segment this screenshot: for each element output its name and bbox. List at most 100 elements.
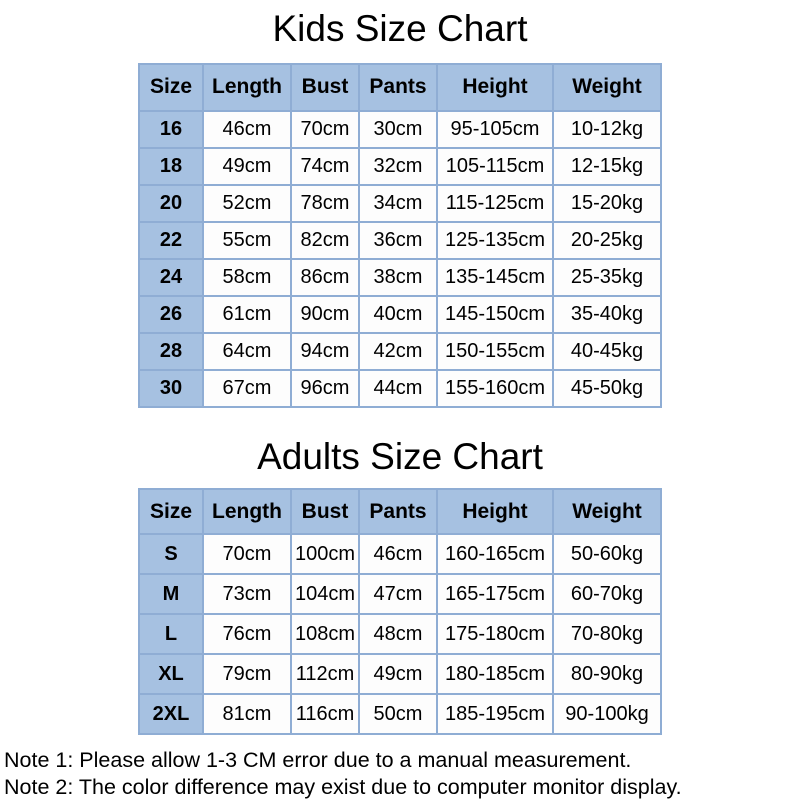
- value-cell: 46cm: [358, 533, 438, 576]
- value-cell: 20-25kg: [552, 220, 662, 260]
- value-cell: 35-40kg: [552, 294, 662, 334]
- note-2: Note 2: The color difference may exist d…: [4, 775, 682, 800]
- value-cell: 50-60kg: [552, 533, 662, 576]
- size-cell: 28: [138, 331, 204, 371]
- table-row: M 73cm 104cm 47cm 165-175cm 60-70kg: [138, 573, 662, 616]
- value-cell: 70cm: [202, 533, 292, 576]
- value-cell: 50cm: [358, 693, 438, 736]
- value-cell: 32cm: [358, 146, 438, 186]
- value-cell: 55cm: [202, 220, 292, 260]
- value-cell: 12-15kg: [552, 146, 662, 186]
- value-cell: 116cm: [290, 693, 360, 736]
- value-cell: 80-90kg: [552, 653, 662, 696]
- column-header-bust: Bust: [290, 488, 360, 536]
- value-cell: 70-80kg: [552, 613, 662, 656]
- value-cell: 64cm: [202, 331, 292, 371]
- value-cell: 86cm: [290, 257, 360, 297]
- column-header-bust: Bust: [290, 62, 360, 112]
- value-cell: 150-155cm: [436, 331, 554, 371]
- value-cell: 165-175cm: [436, 573, 554, 616]
- table-row: 30 67cm 96cm 44cm 155-160cm 45-50kg: [138, 368, 662, 408]
- table-row: 24 58cm 86cm 38cm 135-145cm 25-35kg: [138, 257, 662, 297]
- table-row: 20 52cm 78cm 34cm 115-125cm 15-20kg: [138, 183, 662, 223]
- value-cell: 125-135cm: [436, 220, 554, 260]
- column-header-pants: Pants: [358, 62, 438, 112]
- column-header-weight: Weight: [552, 488, 662, 536]
- adults-chart-title: Adults Size Chart: [257, 435, 543, 477]
- size-cell: 20: [138, 183, 204, 223]
- table-row: 16 46cm 70cm 30cm 95-105cm 10-12kg: [138, 109, 662, 149]
- column-header-size: Size: [138, 488, 204, 536]
- value-cell: 47cm: [358, 573, 438, 616]
- size-cell: 2XL: [138, 693, 204, 736]
- value-cell: 10-12kg: [552, 109, 662, 149]
- value-cell: 90-100kg: [552, 693, 662, 736]
- column-header-length: Length: [202, 488, 292, 536]
- size-cell: 16: [138, 109, 204, 149]
- value-cell: 30cm: [358, 109, 438, 149]
- adults-size-table: Size Length Bust Pants Height Weight S 70cm 100c…: [138, 488, 662, 736]
- table-row: 2XL 81cm 116cm 50cm 185-195cm 90-100kg: [138, 693, 662, 736]
- value-cell: 74cm: [290, 146, 360, 186]
- value-cell: 185-195cm: [436, 693, 554, 736]
- kids-chart-title: Kids Size Chart: [272, 8, 528, 49]
- size-cell: S: [138, 533, 204, 576]
- size-cell: XL: [138, 653, 204, 696]
- kids-size-table: Size Length Bust Pants Height Weight 16 46cm 70c…: [138, 62, 662, 408]
- column-header-height: Height: [436, 488, 554, 536]
- value-cell: 76cm: [202, 613, 292, 656]
- value-cell: 49cm: [358, 653, 438, 696]
- value-cell: 180-185cm: [436, 653, 554, 696]
- value-cell: 45-50kg: [552, 368, 662, 408]
- size-cell: 18: [138, 146, 204, 186]
- value-cell: 94cm: [290, 331, 360, 371]
- header-row: Size Length Bust Pants Height Weight: [138, 488, 662, 536]
- column-header-pants: Pants: [358, 488, 438, 536]
- value-cell: 61cm: [202, 294, 292, 334]
- value-cell: 79cm: [202, 653, 292, 696]
- value-cell: 58cm: [202, 257, 292, 297]
- value-cell: 40cm: [358, 294, 438, 334]
- size-cell: 24: [138, 257, 204, 297]
- table-row: S 70cm 100cm 46cm 160-165cm 50-60kg: [138, 533, 662, 576]
- column-header-weight: Weight: [552, 62, 662, 112]
- value-cell: 108cm: [290, 613, 360, 656]
- value-cell: 42cm: [358, 331, 438, 371]
- table-row: L 76cm 108cm 48cm 175-180cm 70-80kg: [138, 613, 662, 656]
- value-cell: 40-45kg: [552, 331, 662, 371]
- size-cell: L: [138, 613, 204, 656]
- header-row: Size Length Bust Pants Height Weight: [138, 62, 662, 112]
- value-cell: 82cm: [290, 220, 360, 260]
- size-cell: 30: [138, 368, 204, 408]
- value-cell: 160-165cm: [436, 533, 554, 576]
- value-cell: 95-105cm: [436, 109, 554, 149]
- value-cell: 81cm: [202, 693, 292, 736]
- value-cell: 100cm: [290, 533, 360, 576]
- value-cell: 25-35kg: [552, 257, 662, 297]
- value-cell: 46cm: [202, 109, 292, 149]
- note-1: Note 1: Please allow 1-3 CM error due to…: [4, 748, 632, 773]
- value-cell: 15-20kg: [552, 183, 662, 223]
- value-cell: 112cm: [290, 653, 360, 696]
- value-cell: 145-150cm: [436, 294, 554, 334]
- notes-section: Note 1: Please allow 1-3 CM error due to…: [0, 747, 800, 800]
- value-cell: 96cm: [290, 368, 360, 408]
- value-cell: 49cm: [202, 146, 292, 186]
- column-header-size: Size: [138, 62, 204, 112]
- value-cell: 73cm: [202, 573, 292, 616]
- value-cell: 155-160cm: [436, 368, 554, 408]
- value-cell: 52cm: [202, 183, 292, 223]
- size-cell: 22: [138, 220, 204, 260]
- table-row: 26 61cm 90cm 40cm 145-150cm 35-40kg: [138, 294, 662, 334]
- value-cell: 67cm: [202, 368, 292, 408]
- column-header-height: Height: [436, 62, 554, 112]
- value-cell: 36cm: [358, 220, 438, 260]
- size-cell: 26: [138, 294, 204, 334]
- value-cell: 90cm: [290, 294, 360, 334]
- size-cell: M: [138, 573, 204, 616]
- value-cell: 44cm: [358, 368, 438, 408]
- value-cell: 78cm: [290, 183, 360, 223]
- value-cell: 38cm: [358, 257, 438, 297]
- value-cell: 104cm: [290, 573, 360, 616]
